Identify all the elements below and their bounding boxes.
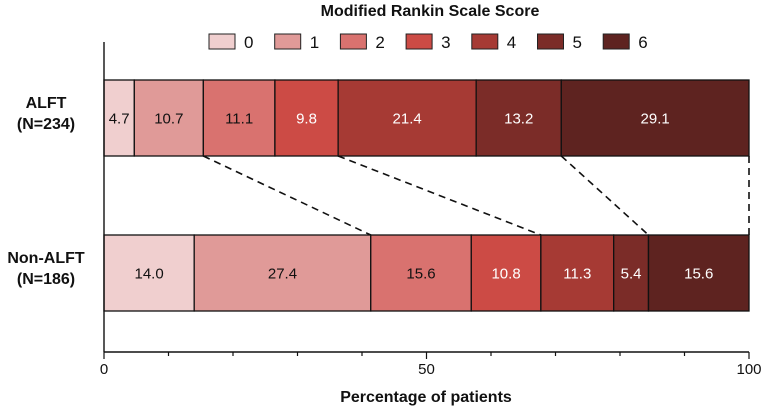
legend-label-5: 5: [573, 33, 582, 52]
legend-label-3: 3: [441, 33, 450, 52]
legend-label-1: 1: [310, 33, 319, 52]
bar-segment-1-2: [370, 234, 472, 312]
data-label-1-0: 14.0: [135, 266, 164, 283]
data-label-0-1: 10.7: [154, 111, 183, 128]
x-axis-title: Percentage of patients: [340, 389, 512, 406]
category-label-1: Non-ALFT: [7, 250, 85, 267]
data-label-1-5: 5.4: [621, 266, 642, 283]
data-label-0-2: 11.1: [225, 111, 253, 128]
data-label-0-3: 9.8: [296, 111, 317, 128]
legend-swatch-4: [471, 33, 499, 50]
x-tick-label-100: 100: [736, 361, 761, 378]
legend-label-2: 2: [375, 33, 384, 52]
legend-swatch-0: [208, 33, 236, 50]
legend-swatch-3: [405, 33, 433, 50]
data-label-1-3: 10.8: [491, 266, 520, 283]
legend-swatch-5: [537, 33, 564, 50]
legend: 0 1 2 3 4 5 6: [208, 33, 648, 52]
legend-label-4: 4: [507, 33, 516, 52]
axes: 0 50 100: [100, 42, 762, 378]
data-label-1-6: 15.6: [684, 266, 713, 283]
legend-swatch-1: [274, 33, 302, 50]
connector-6: [560, 155, 650, 236]
bar-segment-1-3: [470, 234, 542, 312]
category-count-1: (N=186): [17, 271, 75, 288]
bar-segment-1-1: [193, 234, 372, 312]
legend-label-6: 6: [638, 33, 647, 52]
data-label-0-6: 29.1: [641, 111, 670, 128]
bar-segment-1-5: [613, 234, 650, 312]
category-label-0: ALFT: [26, 95, 67, 112]
connector-4: [337, 155, 542, 236]
bars: 4.7 10.7 11.1 9.8 21.4 13.2 29.1 14.0 27.4 15.6 10…: [103, 79, 750, 312]
data-label-0-4: 21.4: [393, 111, 422, 128]
x-tick-label-0: 0: [100, 361, 108, 378]
data-label-0-5: 13.2: [504, 111, 533, 128]
bar-segment-0-6: [560, 79, 750, 157]
data-label-1-2: 15.6: [406, 266, 435, 283]
bar-segment-0-2: [202, 79, 276, 157]
data-label-1-1: 27.4: [268, 266, 297, 283]
category-labels: ALFT (N=234) Non-ALFT (N=186): [7, 95, 85, 288]
bar-segment-1-6: [647, 234, 750, 312]
legend-swatch-2: [339, 33, 367, 50]
connector-lines: [202, 155, 750, 236]
category-count-0: (N=234): [17, 116, 75, 133]
connector-2: [202, 155, 372, 236]
legend-label-0: 0: [244, 33, 253, 52]
bar-segment-0-5: [475, 79, 562, 157]
data-label-0-0: 4.7: [109, 111, 130, 128]
chart-title: Modified Rankin Scale Score: [321, 3, 540, 20]
data-label-1-4: 11.3: [563, 266, 591, 283]
bar-segment-0-1: [133, 79, 204, 157]
legend-swatch-6: [602, 33, 630, 50]
x-tick-label-50: 50: [418, 361, 435, 378]
